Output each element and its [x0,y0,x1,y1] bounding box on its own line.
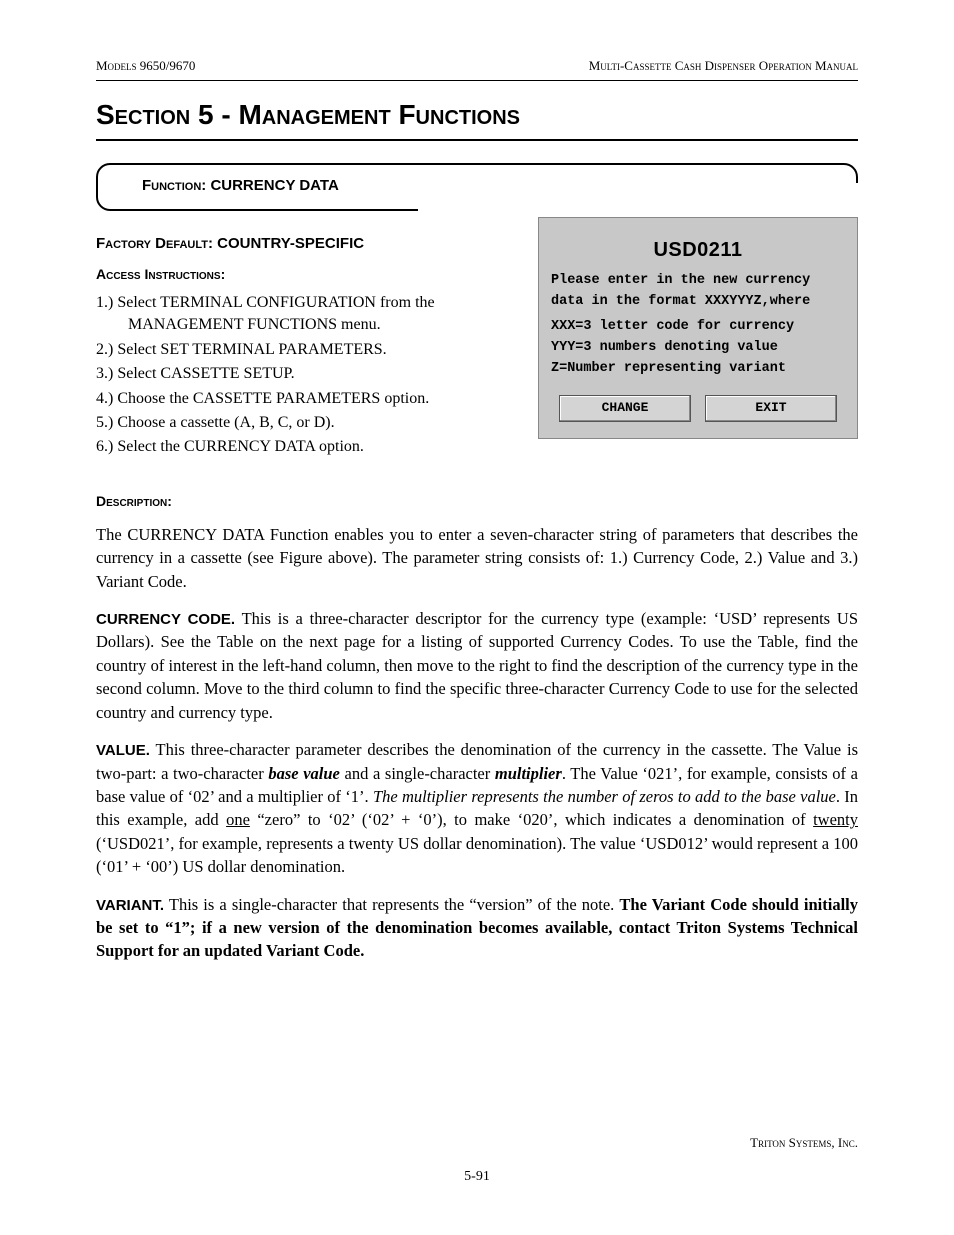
header-left: Models 9650/9670 [96,58,195,74]
value-head: VALUE. [96,742,150,759]
step-item: Choose the CASSETTE PARAMETERS option. [96,388,518,410]
value-paragraph: VALUE. This three-character parameter de… [96,738,858,879]
screen-title: USD0211 [551,238,845,263]
screen-line: YYY=3 numbers denoting value [551,340,845,357]
function-prefix: Function: [142,177,210,194]
header-right: Multi-Cassette Cash Dispenser Operation … [589,58,858,74]
header-rule [96,80,858,81]
value-multiplier: multiplier [495,764,562,783]
value-text: and a single-character [340,764,495,783]
section-title: Section 5 - Management Functions [96,99,858,131]
function-box: Function: CURRENCY DATA [96,163,858,211]
screen-line: XXX=3 letter code for currency [551,319,845,336]
step-item: Select the CURRENCY DATA option. [96,436,518,458]
currency-code-head: CURRENCY CODE. [96,611,235,628]
step-item: Select SET TERMINAL PARAMETERS. [96,339,518,361]
step-item: Choose a cassette (A, B, C, or D). [96,412,518,434]
step-item: Select TERMINAL CONFIGURATION from the M… [96,292,518,337]
change-button[interactable]: CHANGE [559,395,691,421]
variant-head: VARIANT. [96,897,164,914]
factory-default-value: COUNTRY-SPECIFIC [217,235,364,252]
page-header: Models 9650/9670 Multi-Cassette Cash Dis… [96,58,858,74]
value-underline-twenty: twenty [813,810,858,829]
variant-paragraph: VARIANT. This is a single-character that… [96,893,858,963]
access-instructions-label: Access Instructions: [96,266,518,282]
screen-line: data in the format XXXYYYZ,where [551,294,845,311]
description-label: Description: [96,493,858,509]
screen-line: Z=Number representing variant [551,361,845,378]
terminal-screen: USD0211 Please enter in the new currency… [538,217,858,439]
page-footer: Triton Systems, Inc. 5-91 [96,1135,858,1185]
value-basevalue: base value [268,764,340,783]
function-label: Function: CURRENCY DATA [142,177,339,194]
access-steps-list: Select TERMINAL CONFIGURATION from the M… [96,292,518,459]
description-paragraph: The CURRENCY DATA Function enables you t… [96,523,858,593]
footer-company: Triton Systems, Inc. [96,1135,858,1151]
section-rule [96,139,858,141]
footer-page-number: 5-91 [96,1169,858,1185]
currency-code-paragraph: CURRENCY CODE. This is a three-character… [96,607,858,724]
value-text: (‘USD021’, for example, represents a twe… [96,834,858,876]
variant-text: This is a single-character that represen… [164,895,619,914]
value-underline-one: one [226,810,250,829]
factory-default: Factory Default: COUNTRY-SPECIFIC [96,235,518,252]
function-value: CURRENCY DATA [210,177,338,194]
screen-line: Please enter in the new currency [551,273,845,290]
value-italic: The multiplier represents the number of … [373,787,836,806]
factory-default-prefix: Factory Default: [96,235,217,252]
step-item: Select CASSETTE SETUP. [96,363,518,385]
value-text: “zero” to ‘02’ (‘02’ + ‘0’), to make ‘02… [250,810,813,829]
exit-button[interactable]: EXIT [705,395,837,421]
